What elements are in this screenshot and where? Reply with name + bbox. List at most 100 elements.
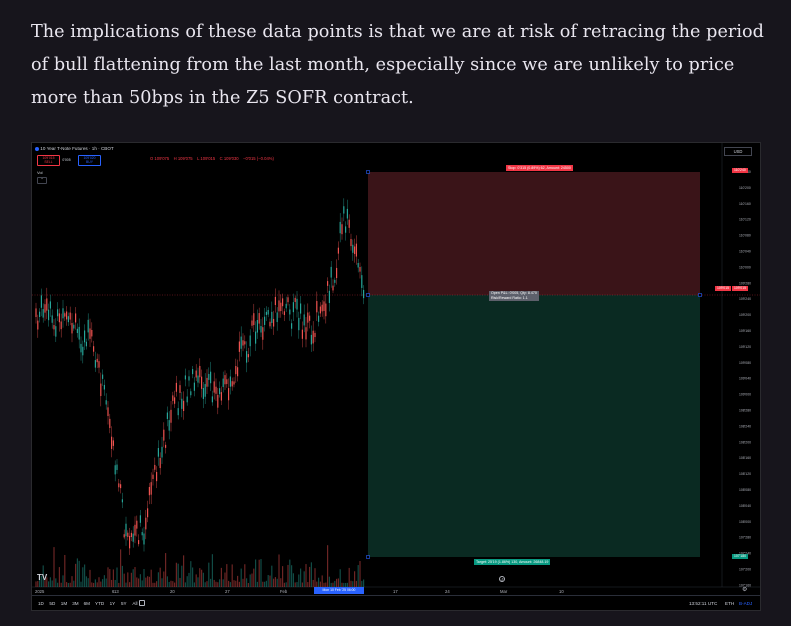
volume-bar	[64, 554, 66, 587]
volume-bar	[186, 576, 188, 587]
x-axis-highlight: Mon 10 Feb '25 06:00	[314, 587, 364, 594]
volume-bar	[103, 575, 105, 587]
collapse-legend-button[interactable]: ⌃	[37, 177, 47, 184]
replay-icon[interactable]: ↺	[499, 576, 505, 582]
candle	[208, 373, 210, 380]
plot-area[interactable]: 110'240 110'200 110'160 110'120 110'080 110'0…	[32, 143, 760, 610]
volume-bar	[282, 566, 284, 587]
candle	[177, 408, 179, 416]
volume-bar	[125, 582, 127, 587]
volume-bar	[163, 571, 165, 587]
y-tick-label: 108'240	[739, 424, 751, 428]
timeframe-button[interactable]: 1Y	[109, 601, 116, 606]
position-handle[interactable]	[366, 555, 370, 559]
position-handle[interactable]	[698, 293, 702, 297]
x-tick-label: Feb	[280, 589, 288, 594]
timeframe-button[interactable]: 6M	[83, 601, 90, 606]
trading-chart[interactable]: 10 Year T-Note Futures · 1h · CBOT O 109…	[31, 142, 761, 611]
position-handle[interactable]	[366, 293, 370, 297]
candle	[292, 302, 294, 313]
position-handle[interactable]	[366, 170, 370, 174]
volume-bar	[148, 576, 150, 587]
candle	[291, 323, 293, 329]
candle	[129, 535, 131, 549]
volume-bar	[123, 573, 125, 587]
volume-bar	[161, 578, 163, 587]
timeframe-button[interactable]: 5D	[49, 601, 56, 606]
candle	[105, 400, 107, 405]
volume-bar	[141, 580, 143, 587]
volume-bar	[156, 581, 158, 587]
candle	[163, 429, 165, 441]
chevron-up-icon: ⌃	[40, 177, 44, 182]
candle	[237, 367, 239, 377]
candle	[96, 358, 98, 363]
volume-legend[interactable]: Vol	[37, 170, 43, 175]
candle	[118, 483, 120, 488]
currency-selector[interactable]: USD	[724, 147, 752, 156]
candle	[323, 301, 325, 311]
candle	[188, 376, 190, 381]
adjustment-toggle[interactable]: B-ADJ	[739, 601, 753, 606]
volume-bar	[238, 581, 240, 587]
sell-button[interactable]: 109'015 SELL	[37, 155, 60, 166]
candle	[46, 298, 48, 311]
target-zone[interactable]	[368, 295, 700, 557]
volume-bar	[217, 582, 219, 587]
volume-bar	[294, 582, 296, 587]
candle	[251, 320, 253, 326]
candle	[127, 532, 129, 537]
timeframe-button[interactable]: YTD	[95, 601, 105, 606]
buy-button[interactable]: 109'020 BUY	[78, 155, 101, 166]
candle	[280, 302, 282, 312]
volume-bar	[78, 560, 80, 587]
candle	[37, 320, 39, 330]
volume-bar	[55, 578, 57, 587]
volume-bar	[188, 572, 190, 587]
tradingview-logo[interactable]: TV	[37, 573, 48, 582]
volume-bar	[325, 582, 327, 587]
target-label[interactable]: Target: 25'19 (1.86%) 130, Amount: 26848…	[474, 559, 551, 565]
article-paragraph: The implications of these data points is…	[31, 22, 764, 108]
stop-label[interactable]: Stop: 0'315 (0.89%) 62, Amount: 24500	[506, 165, 573, 171]
volume-bar	[53, 547, 55, 587]
volume-bar	[273, 578, 275, 587]
candle	[202, 387, 204, 399]
volume-bar	[75, 563, 77, 587]
candle	[246, 351, 248, 363]
symbol-title[interactable]: 10 Year T-Note Futures · 1h · CBOT	[40, 146, 114, 151]
candle	[66, 311, 68, 320]
candle	[69, 312, 71, 320]
volume-bar	[280, 578, 282, 587]
volume-bar	[242, 578, 244, 587]
volume-bar	[278, 554, 280, 587]
volume-bar	[343, 582, 345, 587]
volume-bar	[57, 582, 59, 587]
volume-bar	[363, 579, 365, 587]
session-toggle[interactable]: ETH	[725, 601, 735, 606]
timeframe-button[interactable]: 3M	[72, 601, 79, 606]
utc-clock[interactable]: 13:52:11 UTC	[689, 601, 718, 606]
stop-zone[interactable]	[368, 172, 700, 295]
volume-bar	[330, 582, 332, 587]
volume-bar	[69, 582, 71, 587]
y-tick-label: 110'200	[739, 186, 751, 190]
timeframe-button[interactable]: 1D	[38, 601, 44, 606]
candle	[186, 396, 188, 403]
calendar-icon[interactable]	[139, 600, 145, 606]
candle	[190, 391, 192, 396]
volume-bar	[165, 553, 167, 587]
candle	[229, 376, 231, 387]
timeframe-button[interactable]: 5Y	[121, 601, 127, 606]
volume-bar	[251, 573, 253, 587]
x-tick-label: 2025	[35, 589, 45, 594]
position-center-label[interactable]: Open P&L: 0'005, Qty: 8.470 Risk/Reward …	[489, 291, 539, 301]
volume-bar	[265, 580, 267, 587]
y-tick-label: 107'280	[739, 536, 751, 540]
settings-icon[interactable]: ⚙	[742, 587, 748, 593]
volume-bar	[206, 581, 208, 587]
symbol-header[interactable]: 10 Year T-Note Futures · 1h · CBOT	[35, 146, 114, 151]
volume-bar	[177, 563, 179, 587]
timeframe-button[interactable]: 1M	[60, 601, 68, 606]
timeframe-button[interactable]: All	[132, 601, 138, 606]
